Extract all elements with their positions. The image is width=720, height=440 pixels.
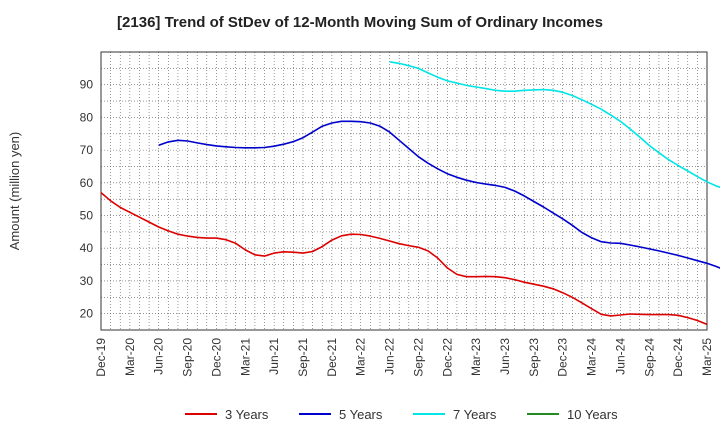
series-line-3-years	[100, 191, 708, 326]
x-tick-label: Dec-20	[209, 338, 223, 377]
x-tick-label: Mar-24	[585, 338, 599, 376]
y-tick-label: 80	[80, 110, 94, 124]
x-tick-label: Mar-23	[469, 338, 483, 376]
y-tick-label: 60	[80, 176, 94, 190]
x-tick-label: Dec-24	[671, 338, 685, 377]
x-axis-ticks: Dec-19 Mar-20 Jun-20 Sep-20 Dec-20 Mar-21 Jun-…	[94, 338, 714, 377]
chart-title: [2136] Trend of StDev of 12-Month Moving…	[117, 14, 603, 31]
y-tick-label: 40	[80, 241, 94, 255]
legend-label: 3 Years	[225, 407, 269, 422]
x-tick-label: Sep-23	[527, 338, 541, 377]
legend: 3 Years 5 Years 7 Years 10 Years	[185, 407, 618, 422]
x-tick-label: Dec-19	[94, 338, 108, 377]
x-tick-label: Sep-20	[181, 338, 195, 377]
grid	[100, 51, 708, 331]
x-tick-label: Dec-21	[325, 338, 339, 377]
x-tick-label: Jun-20	[152, 338, 166, 375]
y-tick-label: 50	[80, 209, 94, 223]
x-tick-label: Sep-21	[296, 338, 310, 377]
y-tick-label: 30	[80, 274, 94, 288]
series-line-7-years	[389, 61, 720, 189]
y-tick-label: 70	[80, 143, 94, 157]
x-tick-label: Mar-22	[354, 338, 368, 376]
x-tick-label: Jun-22	[383, 338, 397, 375]
y-tick-label: 20	[80, 307, 94, 321]
x-tick-label: Dec-23	[556, 338, 570, 377]
x-tick-label: Jun-21	[267, 338, 281, 375]
series-lines	[100, 61, 720, 326]
y-tick-label: 90	[80, 78, 94, 92]
legend-label: 7 Years	[453, 407, 497, 422]
legend-label: 5 Years	[339, 407, 383, 422]
y-axis-label: Amount (million yen)	[7, 132, 22, 251]
x-tick-label: Mar-21	[238, 338, 252, 376]
x-tick-label: Jun-24	[613, 338, 627, 375]
series-line-5-years	[158, 120, 720, 269]
x-tick-label: Mar-25	[700, 338, 714, 376]
x-tick-label: Sep-22	[411, 338, 425, 377]
x-tick-label: Dec-22	[440, 338, 454, 377]
plot-area	[100, 51, 708, 331]
x-tick-label: Sep-24	[642, 338, 656, 377]
legend-label: 10 Years	[567, 407, 618, 422]
x-tick-label: Jun-23	[498, 338, 512, 375]
x-tick-label: Mar-20	[123, 338, 137, 376]
y-axis-ticks: 20 30 40 50 60 70 80 90	[80, 78, 94, 321]
